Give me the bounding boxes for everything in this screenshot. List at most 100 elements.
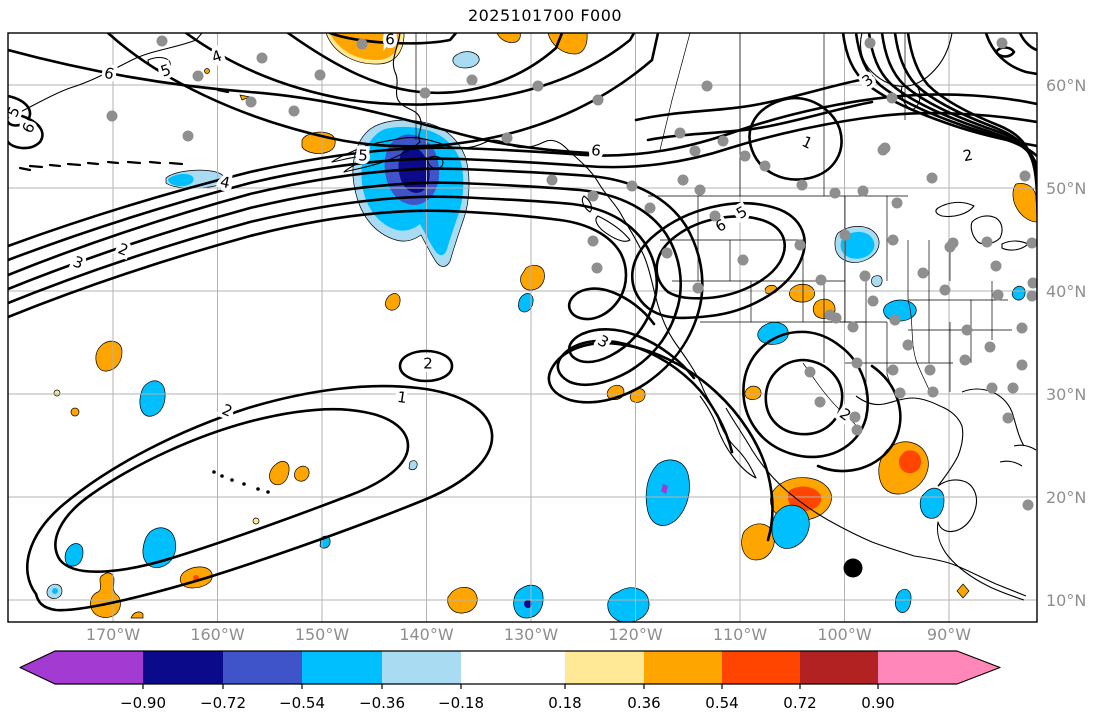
- contour-line: [398, 349, 454, 383]
- colorbar-segment: [722, 651, 800, 684]
- station-dot: [992, 289, 1004, 301]
- station-dot: [927, 386, 939, 398]
- station-dot: [887, 364, 899, 376]
- colorbar-tick-label: 0.36: [627, 694, 660, 712]
- station-dot: [692, 282, 704, 294]
- contour-label: 1: [396, 388, 408, 407]
- colorbar-tick-label: 0.54: [705, 694, 738, 712]
- contour-line: [984, 33, 1037, 76]
- contour-line: [816, 364, 902, 473]
- contour-line: [742, 330, 870, 459]
- station-dot: [245, 96, 257, 108]
- x-tick-label: 90°W: [927, 625, 971, 644]
- station-dot: [1019, 170, 1031, 182]
- shaded-region: [788, 486, 822, 512]
- y-tick-label: 10°N: [1046, 591, 1086, 610]
- y-tick-label: 50°N: [1046, 179, 1086, 198]
- shaded-region: [269, 461, 290, 486]
- colorbar-segment: [302, 651, 382, 684]
- station-dot: [694, 184, 706, 196]
- shaded-region: [239, 94, 252, 101]
- island-dash: [86, 161, 100, 166]
- colorbar-segment: [143, 651, 223, 684]
- station-dot: [886, 92, 898, 104]
- contour-label: 5: [158, 60, 173, 80]
- contour-line: [328, 33, 458, 45]
- station-dot: [626, 180, 638, 192]
- contour-line: [655, 215, 786, 300]
- colorbar-tick-label: −0.90: [120, 694, 166, 712]
- station-dot: [356, 38, 368, 50]
- state-border: [659, 33, 691, 151]
- colorbar-tick-label: −0.72: [200, 694, 246, 712]
- shaded-region: [168, 173, 194, 187]
- station-dot: [815, 274, 827, 286]
- contour-line: [854, 33, 1037, 158]
- contour-line: [8, 110, 44, 150]
- shaded-region: [661, 484, 668, 494]
- page-title: 2025101700 F000: [467, 6, 623, 25]
- colorbar-tick-label: 0.18: [548, 694, 581, 712]
- island-dot: [230, 478, 234, 482]
- shaded-region: [52, 588, 58, 594]
- station-dot: [546, 174, 558, 186]
- colorbar-outline: [19, 650, 1001, 685]
- station-dot: [1026, 290, 1037, 302]
- contour-line: [8, 167, 774, 542]
- shaded-region: [607, 587, 650, 622]
- station-dot: [851, 424, 863, 436]
- shaded-region: [871, 275, 883, 288]
- station-dot: [587, 235, 599, 247]
- state-border: [907, 299, 931, 393]
- station-dot: [859, 270, 871, 282]
- station-dot: [894, 387, 906, 399]
- station-dot: [829, 187, 841, 199]
- contour-line: [631, 202, 806, 320]
- shaded-region: [1011, 285, 1026, 301]
- station-dot: [902, 339, 914, 351]
- shaded-region: [757, 322, 789, 345]
- shaded-region: [496, 33, 521, 43]
- x-tick-label: 150°W: [295, 625, 350, 644]
- colorbar-segment: [644, 651, 722, 684]
- station-dot: [1002, 412, 1014, 424]
- coastline: [859, 33, 953, 87]
- station-dot: [739, 150, 751, 162]
- coastline: [565, 147, 703, 387]
- shaded-region: [898, 450, 922, 474]
- station-dot: [674, 127, 686, 139]
- island-dash: [148, 160, 162, 165]
- island-dot: [242, 482, 246, 486]
- station-dot: [984, 341, 996, 353]
- shaded-region: [64, 543, 84, 567]
- shaded-region: [90, 572, 121, 618]
- station-dot: [1026, 237, 1037, 249]
- contour-line: [994, 46, 1016, 58]
- contour-label: 6: [102, 64, 116, 84]
- station-dot: [981, 236, 993, 248]
- station-dot: [959, 354, 971, 366]
- station-dot: [917, 267, 929, 279]
- contour-label: 6: [590, 141, 602, 160]
- island-dot: [212, 470, 216, 474]
- contour-line: [184, 33, 636, 106]
- colorbar-left-arrow: [20, 651, 55, 684]
- y-tick-label: 60°N: [1046, 76, 1086, 95]
- x-tick-label: 120°W: [608, 625, 663, 644]
- station-dot: [839, 229, 851, 241]
- station-dot: [314, 69, 326, 81]
- colorbar-tick-label: 0.90: [861, 694, 894, 712]
- shaded-region: [520, 264, 545, 291]
- contour-line: [8, 111, 1037, 262]
- coastline: [855, 395, 964, 487]
- x-tick-label: 100°W: [817, 625, 872, 644]
- colorbar-tick-label: 0.72: [783, 694, 816, 712]
- coastline: [999, 460, 1023, 467]
- island-dot: [256, 487, 260, 491]
- coastline: [725, 407, 1027, 597]
- station-dot: [759, 160, 771, 172]
- contour-line: [906, 33, 1037, 202]
- contour-line: [634, 78, 862, 122]
- station-dot: [587, 190, 599, 202]
